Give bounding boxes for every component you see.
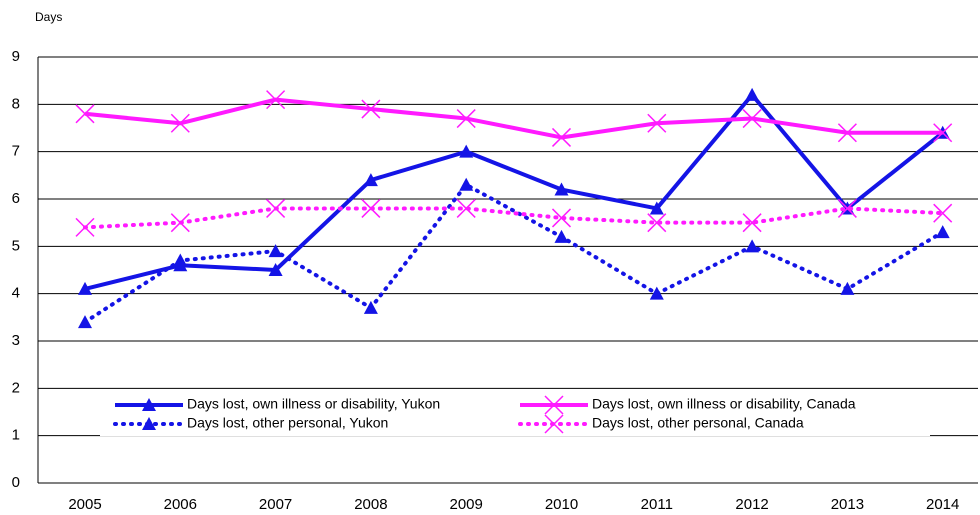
marker bbox=[745, 87, 760, 101]
marker bbox=[268, 263, 283, 276]
series bbox=[78, 87, 950, 295]
marker bbox=[142, 398, 156, 411]
line bbox=[83, 206, 945, 230]
y-tick-label: 5 bbox=[12, 237, 20, 254]
series bbox=[75, 90, 953, 147]
marker bbox=[78, 315, 92, 329]
legend-label: Days lost, own illness or disability, Ca… bbox=[592, 396, 856, 412]
y-axis-label: Days bbox=[35, 10, 62, 24]
marker bbox=[551, 208, 572, 228]
marker bbox=[173, 253, 188, 267]
marker bbox=[647, 113, 667, 133]
x-tick-label: 2005 bbox=[68, 496, 101, 513]
y-tick-label: 7 bbox=[12, 143, 20, 160]
marker bbox=[745, 239, 760, 253]
marker bbox=[551, 127, 572, 147]
x-tick-label: 2008 bbox=[354, 496, 387, 513]
marker bbox=[361, 198, 381, 218]
y-tick-label: 3 bbox=[12, 332, 20, 349]
series bbox=[78, 177, 950, 329]
line bbox=[84, 92, 944, 291]
marker bbox=[554, 182, 569, 196]
marker bbox=[837, 123, 857, 143]
y-tick-label: 0 bbox=[12, 474, 20, 491]
x-tick-label: 2010 bbox=[545, 496, 578, 513]
y-tick-label: 2 bbox=[12, 379, 20, 396]
legend-label: Days lost, own illness or disability, Yu… bbox=[187, 396, 440, 412]
marker bbox=[268, 244, 283, 258]
marker bbox=[649, 286, 664, 300]
plot bbox=[75, 87, 953, 329]
marker bbox=[742, 109, 762, 129]
x-tick-label: 2009 bbox=[450, 496, 483, 513]
x-tick-label: 2006 bbox=[164, 496, 197, 513]
marker bbox=[363, 300, 378, 314]
marker bbox=[142, 417, 156, 430]
marker bbox=[75, 217, 95, 237]
x-tick-label: 2014 bbox=[926, 496, 959, 513]
marker bbox=[837, 198, 857, 218]
legend-label: Days lost, other personal, Yukon bbox=[187, 415, 388, 431]
series bbox=[75, 198, 953, 237]
marker bbox=[649, 201, 664, 215]
line bbox=[83, 182, 945, 325]
legend-label: Days lost, other personal, Canada bbox=[592, 415, 804, 431]
y-tick-label: 6 bbox=[12, 190, 20, 207]
marker bbox=[456, 198, 476, 218]
legend: Days lost, own illness or disability, Yu… bbox=[100, 394, 930, 436]
marker bbox=[363, 173, 378, 187]
legend-box bbox=[100, 394, 930, 436]
marker bbox=[456, 109, 476, 129]
x-tick-label: 2011 bbox=[641, 496, 673, 513]
y-tick-label: 1 bbox=[12, 427, 20, 444]
marker bbox=[459, 144, 474, 158]
marker bbox=[459, 177, 474, 191]
marker bbox=[544, 414, 564, 434]
y-tick-label: 9 bbox=[12, 48, 20, 65]
y-tick-label: 4 bbox=[12, 285, 20, 302]
x-tick-label: 2007 bbox=[259, 496, 292, 513]
marker bbox=[933, 203, 953, 223]
marker bbox=[170, 213, 190, 233]
grid: 0 1 2 3 4 5 6 7 8 9 2005 2006 2007 2008 2009 2010 2011 20… bbox=[12, 48, 978, 513]
marker bbox=[170, 113, 190, 133]
marker bbox=[647, 213, 667, 233]
marker bbox=[554, 229, 569, 243]
marker bbox=[78, 281, 92, 295]
marker bbox=[933, 123, 953, 143]
line bbox=[84, 97, 943, 140]
x-tick-label: 2012 bbox=[735, 496, 768, 513]
marker bbox=[361, 99, 381, 119]
marker bbox=[840, 281, 855, 295]
marker bbox=[742, 213, 762, 233]
marker bbox=[935, 225, 950, 239]
marker bbox=[544, 395, 564, 415]
marker bbox=[266, 90, 286, 110]
marker bbox=[75, 104, 95, 124]
x-tick-label: 2013 bbox=[831, 496, 864, 513]
y-tick-label: 8 bbox=[12, 95, 20, 112]
marker bbox=[266, 198, 286, 218]
